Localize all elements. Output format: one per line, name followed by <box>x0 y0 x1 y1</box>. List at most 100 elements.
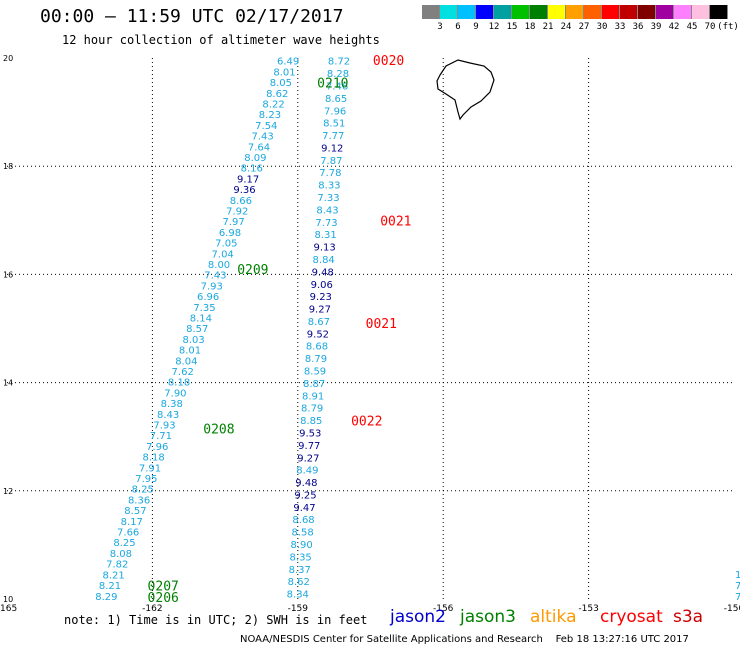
swh-value: 7.96 <box>146 442 168 453</box>
colorbar-tick-label: 15 <box>506 22 518 32</box>
swh-value: 8.29 <box>95 592 117 603</box>
swh-value: 8.58 <box>291 528 313 539</box>
time-label: 0207 <box>148 579 179 594</box>
swh-value: 9.27 <box>297 453 319 464</box>
swh-value: 7.82 <box>106 560 128 571</box>
chart-title: 00:00 – 11:59 UTC 02/17/2017 <box>40 6 344 27</box>
swh-value: 7.95 <box>135 474 157 485</box>
colorbar-tick-label: 24 <box>560 22 572 32</box>
swh-value-edge: 7 <box>735 592 740 603</box>
colorbar-swatch <box>512 5 530 19</box>
y-tick-label: 18 <box>3 162 13 171</box>
swh-value: 8.49 <box>296 466 318 477</box>
swh-value: 8.38 <box>161 399 183 410</box>
swh-value: 8.00 <box>208 260 230 271</box>
x-tick-label: -165 <box>0 604 17 614</box>
swh-value: 8.16 <box>241 164 263 175</box>
colorbar-tick-label: 18 <box>524 22 536 32</box>
time-label: 0209 <box>237 263 268 278</box>
y-tick-label: 16 <box>3 270 13 279</box>
legend-cryosat: cryosat <box>600 607 663 627</box>
x-tick-label: -156 <box>433 604 454 614</box>
colorbar-swatch <box>638 5 656 19</box>
swh-value: 9.23 <box>310 292 332 303</box>
swh-value: 8.72 <box>328 57 350 68</box>
swh-value: 7.64 <box>248 142 270 153</box>
footer-credit: NOAA/NESDIS Center for Satellite Applica… <box>240 634 689 645</box>
colorbar-tick-label: 21 <box>542 22 554 32</box>
colorbar-swatch <box>440 5 458 19</box>
swh-value: 7.62 <box>172 367 194 378</box>
swh-value: 8.21 <box>99 581 121 592</box>
colorbar-swatch <box>710 5 728 19</box>
swh-value: 8.79 <box>305 354 327 365</box>
legend-altika: altika <box>530 607 577 627</box>
swh-value: 8.01 <box>273 67 295 78</box>
swh-value: 8.23 <box>259 110 281 121</box>
swh-value: 7.46 <box>326 81 348 92</box>
swh-value: 8.33 <box>318 181 340 192</box>
swh-value: 7.05 <box>215 239 237 250</box>
swh-tracks: 8.298.218.217.828.088.257.668.178.578.36… <box>95 57 740 603</box>
swh-value: 9.25 <box>294 490 316 501</box>
swh-value: 8.66 <box>230 196 252 207</box>
time-label: 0022 <box>351 414 382 429</box>
swh-value: 8.25 <box>132 485 154 496</box>
swh-value: 7.78 <box>319 168 341 179</box>
swh-value: 8.37 <box>289 565 311 576</box>
swh-value: 7.77 <box>322 131 344 142</box>
time-label: 0206 <box>148 591 179 606</box>
swh-value: 6.96 <box>197 292 219 303</box>
swh-value: 8.21 <box>102 570 124 581</box>
swh-value: 7.93 <box>201 281 223 292</box>
swh-value: 9.17 <box>237 174 259 185</box>
swh-value: 8.18 <box>142 453 164 464</box>
swh-value: 8.65 <box>325 94 347 105</box>
swh-value: 9.13 <box>313 243 335 254</box>
swh-value: 8.03 <box>182 335 204 346</box>
swh-value: 8.79 <box>301 404 323 415</box>
swh-value: 6.98 <box>219 228 241 239</box>
swh-value: 8.14 <box>190 314 212 325</box>
swh-value: 8.57 <box>186 324 208 335</box>
colorbar-tick-label: 9 <box>473 22 479 32</box>
legend-jason3: jason3 <box>460 607 516 627</box>
swh-value: 8.51 <box>323 119 345 130</box>
coastline <box>436 59 495 121</box>
x-tick-label: -150 <box>724 604 740 614</box>
time-label: 0021 <box>366 317 397 332</box>
colorbar-tick-label: 30 <box>596 22 608 32</box>
y-tick-label: 20 <box>3 54 13 63</box>
x-tick-label: -153 <box>578 604 598 614</box>
swh-value: 7.87 <box>320 156 342 167</box>
colorbar-tick-label: (ft) <box>717 22 739 32</box>
swh-value: 7.91 <box>139 463 161 474</box>
swh-value: 8.57 <box>124 506 146 517</box>
colorbar-tick-label: 42 <box>668 22 680 32</box>
swh-value: 8.28 <box>327 69 349 80</box>
swh-value: 9.48 <box>312 267 334 278</box>
big-island-coastline <box>436 59 495 121</box>
colorbar-swatch <box>494 5 512 19</box>
axes: -165 -162 -159 -156 -153 -150 10 12 14 16 18 20 <box>0 54 740 614</box>
swh-value: 8.04 <box>175 356 197 367</box>
swh-value: 7.92 <box>226 207 248 218</box>
colorbar-tick-label: 27 <box>578 22 590 32</box>
colorbar-tick-label: 45 <box>686 22 698 32</box>
colorbar-swatch <box>548 5 566 19</box>
colorbar-swatch <box>674 5 692 19</box>
swh-value: 7.96 <box>324 106 346 117</box>
colorbar-swatch <box>620 5 638 19</box>
swh-value: 8.09 <box>244 153 266 164</box>
swh-value: 8.62 <box>288 577 310 588</box>
colorbar-swatch <box>656 5 674 19</box>
swh-value: 8.90 <box>290 540 312 551</box>
swh-value: 8.34 <box>287 590 309 601</box>
swh-value: 8.68 <box>292 515 314 526</box>
swh-value: 8.43 <box>157 410 179 421</box>
colorbar-swatch <box>692 5 710 19</box>
swh-value: 8.05 <box>270 78 292 89</box>
swh-value: 7.43 <box>204 271 226 282</box>
colorbar-swatch <box>566 5 584 19</box>
